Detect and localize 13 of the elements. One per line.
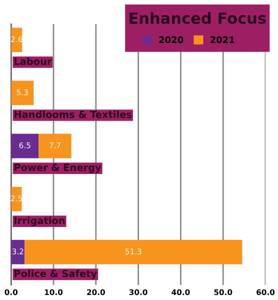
bar [38, 134, 72, 158]
bar [11, 80, 34, 106]
y-tick-label: Handlooms & Textiles [14, 110, 132, 118]
legend-label: 2021 [210, 36, 234, 44]
chart-title: Enhanced Focus [130, 12, 266, 24]
bar [24, 240, 242, 264]
y-tick-label: Irrigation [14, 216, 65, 226]
legend-label: 2020 [159, 36, 184, 44]
y-tick-label: Labour [14, 57, 52, 66]
bar [11, 134, 39, 158]
y-tick-label: Police & Safety [14, 270, 97, 280]
bar [11, 240, 25, 264]
y-tick-label: Power & Energy [14, 164, 102, 173]
